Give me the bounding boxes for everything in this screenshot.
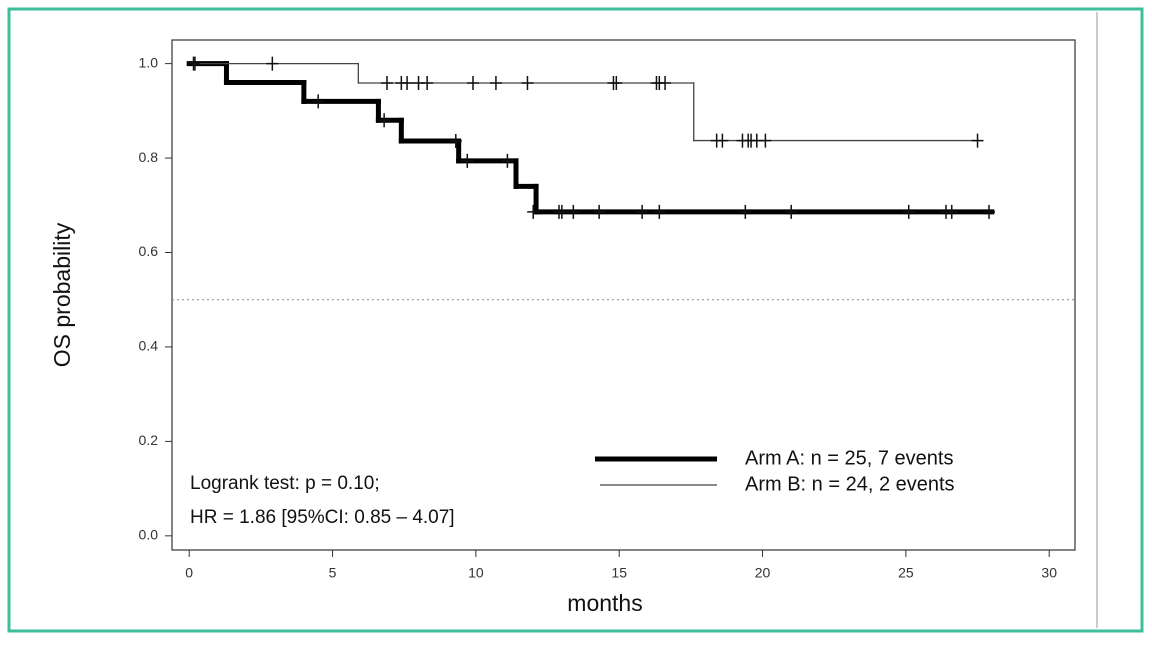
censor-mark xyxy=(785,204,798,219)
x-tick-label: 20 xyxy=(755,565,771,581)
censor-mark xyxy=(653,204,666,219)
y-tick-label: 0.6 xyxy=(139,243,159,259)
x-tick-label: 30 xyxy=(1041,565,1057,581)
censor-mark xyxy=(971,133,984,148)
censor-mark xyxy=(449,134,462,149)
censor-mark xyxy=(461,153,474,168)
censor-mark xyxy=(555,204,568,219)
y-tick-label: 1.0 xyxy=(139,54,159,70)
x-tick-label: 5 xyxy=(329,565,337,581)
plot-box xyxy=(171,39,1076,551)
y-tick-label: 0.4 xyxy=(139,338,159,354)
censor-mark xyxy=(467,75,479,90)
x-tick-label: 10 xyxy=(468,565,484,581)
censor-mark xyxy=(187,56,200,71)
x-tick-label: 0 xyxy=(185,565,193,581)
annotation: Logrank test: p = 0.10; xyxy=(190,473,380,494)
y-tick-label: 0.0 xyxy=(139,527,159,543)
censor-mark xyxy=(610,75,623,90)
y-tick-label: 0.2 xyxy=(139,432,159,448)
censor-mark xyxy=(381,75,393,90)
censor-mark xyxy=(902,204,915,219)
censor-mark xyxy=(659,75,672,90)
censor-mark xyxy=(739,204,752,219)
censor-mark xyxy=(983,204,995,219)
censor-mark xyxy=(378,113,391,128)
censor-mark xyxy=(312,94,325,109)
censor-mark xyxy=(521,75,534,90)
annotation: HR = 1.86 [95%CI: 0.85 – 4.07] xyxy=(190,507,455,528)
censor-mark xyxy=(527,204,540,219)
y-axis-label: OS probability xyxy=(49,222,75,367)
y-tick-label: 0.8 xyxy=(139,149,159,165)
censor-mark xyxy=(501,153,514,168)
x-tick-label: 15 xyxy=(611,565,627,581)
x-axis-label: months xyxy=(567,590,642,616)
censor-mark xyxy=(759,133,772,148)
censor-mark xyxy=(636,204,649,219)
censor-mark xyxy=(421,75,434,90)
legend-label: Arm B: n = 24, 2 events xyxy=(745,473,955,495)
censor-mark xyxy=(593,204,606,219)
censor-mark xyxy=(401,75,414,90)
censor-mark xyxy=(945,204,958,219)
censor-mark xyxy=(266,56,279,71)
censor-mark xyxy=(567,204,580,219)
censor-mark xyxy=(489,75,502,90)
legend-label: Arm A: n = 25, 7 events xyxy=(745,447,953,469)
frame xyxy=(7,7,1144,633)
censor-mark xyxy=(716,133,729,148)
x-tick-label: 25 xyxy=(898,565,914,581)
